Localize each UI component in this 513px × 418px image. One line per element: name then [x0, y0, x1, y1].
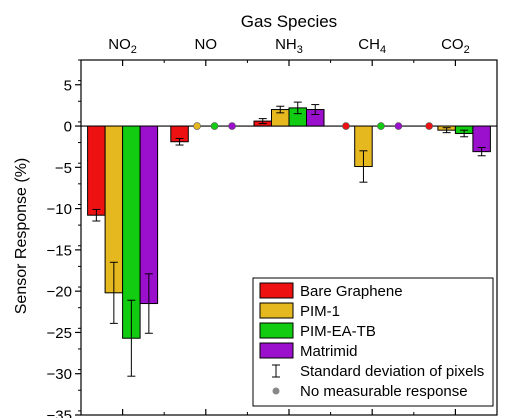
no-response-marker: [210, 122, 219, 130]
legend-label: PIM-EA-TB: [300, 323, 376, 340]
bars-group: [87, 107, 491, 339]
y-tick-label: −5: [55, 160, 72, 177]
y-tick-label: −10: [47, 201, 72, 218]
bar: [87, 125, 106, 216]
y-tick-label: 0: [64, 119, 72, 136]
no-response-marker: [394, 122, 403, 130]
no-response-marker: [342, 122, 350, 130]
y-tick-label: −35: [47, 408, 72, 418]
y-tick-label: −20: [47, 284, 72, 301]
y-tick-label: −30: [47, 366, 72, 383]
legend-no-response-label: No measurable response: [300, 383, 468, 400]
legend-no-response-icon: [272, 387, 280, 395]
legend: Bare Graphene PIM-1 PIM-EA-TB Matrimid Stand…: [252, 277, 494, 407]
category-label: NH3: [275, 36, 303, 56]
y-tick-label: −15: [47, 242, 72, 259]
no-response-marker: [425, 122, 433, 130]
legend-box: [252, 277, 494, 407]
legend-swatch: [259, 302, 294, 319]
y-axis-title: Sensor Response (%): [13, 158, 30, 315]
x-axis-title: Gas Species: [241, 12, 337, 31]
category-label: CH4: [358, 36, 386, 56]
category-label: CO2: [441, 36, 470, 56]
y-tick-label: −25: [47, 325, 72, 342]
no-response-marker: [193, 122, 201, 130]
y-tick-label: 5: [64, 77, 72, 94]
axis-ticks: 5 0 −5 −10 −15 −20 −25 −30 −35 NO2 NO NH3 CH4 CO2: [47, 36, 470, 418]
legend-swatch: [259, 282, 294, 299]
no-response-marker: [377, 122, 385, 130]
legend-label: PIM-1: [300, 303, 340, 320]
no-response-marker: [228, 122, 236, 130]
legend-swatch: [259, 322, 294, 339]
legend-errorbar-label: Standard deviation of pixels: [300, 363, 484, 380]
legend-label: Matrimid: [300, 343, 358, 360]
no-response-markers: [193, 122, 433, 130]
category-label: NO2: [108, 36, 137, 56]
legend-swatch: [259, 342, 294, 359]
category-label: NO: [195, 36, 218, 53]
legend-label: Bare Graphene: [300, 283, 403, 300]
error-bars-group: [92, 101, 486, 377]
